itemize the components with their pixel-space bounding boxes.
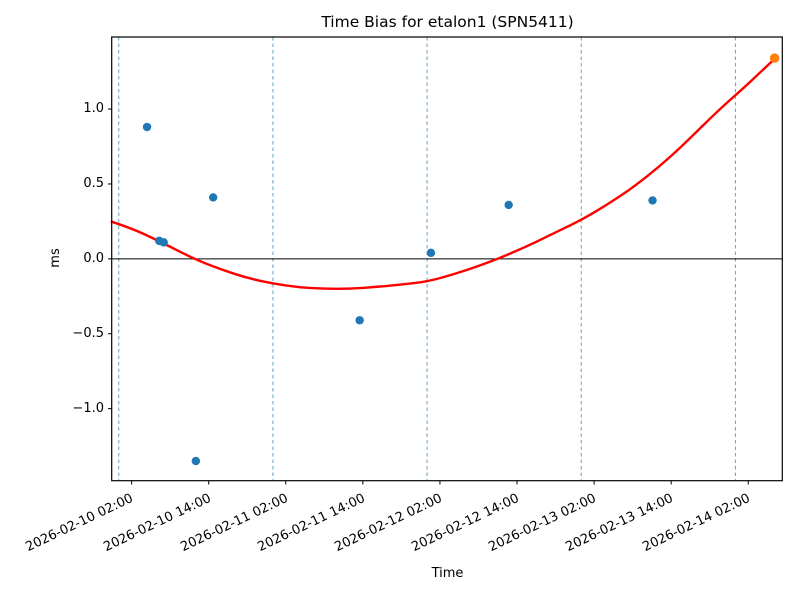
polynomial-fit-curve (110, 57, 776, 290)
time-bias-observations-point (504, 200, 513, 210)
time-bias-observations-point (191, 456, 201, 466)
x-axis-label: Time (431, 566, 464, 581)
time-bias-observations-point (355, 316, 364, 325)
latest-observation-point (769, 53, 780, 63)
chart-title: Time Bias for etalon1 (SPN5411) (321, 13, 574, 31)
y-tick-label: −0.5 (72, 325, 104, 341)
time-bias-observations-point (648, 196, 657, 205)
time-bias-observations-point (426, 248, 436, 258)
y-tick-label: −1.0 (72, 400, 104, 416)
y-tick-label: 0.0 (83, 250, 104, 266)
time-bias-observations-point (208, 193, 218, 202)
y-tick-label: 0.5 (83, 176, 104, 191)
time-bias-observations-point (142, 122, 152, 132)
time-bias-observations-point (159, 238, 168, 247)
y-tick-label: 1.0 (83, 101, 104, 117)
